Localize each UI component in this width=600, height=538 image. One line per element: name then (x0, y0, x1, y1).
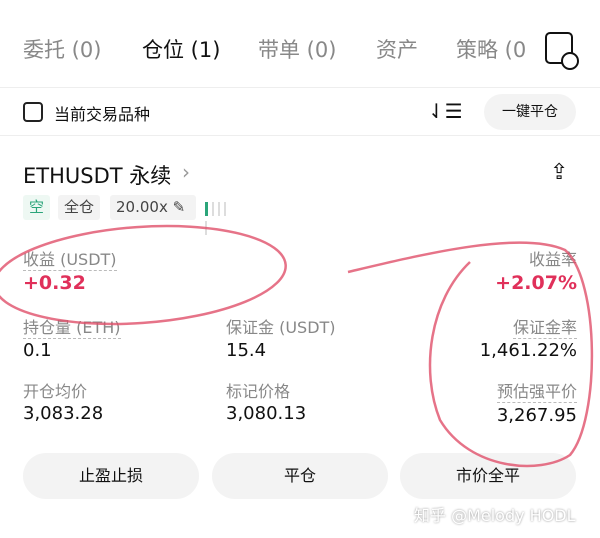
sort-icon[interactable]: ⇃☰ (428, 99, 463, 123)
margin-mode-badge: 全仓 (58, 195, 101, 220)
margin-label: 保证金 (USDT) (226, 318, 336, 337)
leverage-value: 20.00x (116, 198, 168, 216)
pnl-label: 收益 (USDT) (23, 246, 117, 271)
annotation-circle-pnl (0, 224, 287, 326)
history-clock-icon[interactable] (545, 32, 579, 70)
tab-orders[interactable]: 委托 (0) (23, 38, 102, 62)
tab-assets[interactable]: 资产 (376, 38, 418, 62)
tab-copy-trading[interactable]: 带单 (0) (258, 38, 337, 62)
entry-price-value: 3,083.28 (23, 403, 104, 424)
chevron-right-icon[interactable]: › (182, 160, 190, 184)
edit-icon: ✎ (172, 198, 186, 216)
pnl-value: +0.32 (23, 272, 86, 294)
share-icon[interactable]: ⇪ (550, 160, 569, 185)
entry-price-label: 开仓均价 (23, 382, 88, 401)
margin-ratio-value: 1,461.22% (479, 340, 577, 361)
leverage-badge[interactable]: 20.00x ✎ (110, 195, 196, 220)
tab-bar: 委托 (0) 仓位 (1) 带单 (0) 资产 策略 (0) (0, 0, 600, 88)
close-position-button[interactable]: 平仓 (212, 453, 388, 499)
mark-price-value: 3,080.13 (226, 403, 307, 424)
roe-value: +2.07% (495, 272, 577, 294)
margin-ratio-label: 保证金率 (512, 314, 577, 339)
tab-strategies[interactable]: 策略 (0) (456, 38, 528, 62)
tab-positions[interactable]: 仓位 (1) (142, 38, 221, 62)
watermark: 知乎 @Melody HODL (414, 506, 576, 525)
roe-label: 收益率 (528, 250, 577, 269)
close-all-button[interactable]: 一键平仓 (484, 94, 576, 130)
side-badge: 空 (23, 195, 51, 220)
size-value: 0.1 (23, 340, 52, 361)
annotation-circle-right (347, 241, 594, 468)
current-symbol-checkbox[interactable] (23, 102, 43, 122)
mark-price-label: 标记价格 (226, 382, 291, 401)
filter-bar: 当前交易品种 ⇃☰ 一键平仓 (0, 88, 600, 136)
market-close-button[interactable]: 市价全平 (400, 453, 576, 499)
current-symbol-label: 当前交易品种 (54, 105, 151, 124)
symbol-title[interactable]: ETHUSDT 永续 (23, 164, 172, 188)
liq-price-value: 3,267.95 (496, 405, 577, 426)
liq-price-label: 预估强平价 (496, 378, 577, 403)
margin-value: 15.4 (226, 340, 267, 361)
tpsl-button[interactable]: 止盈止损 (23, 453, 199, 499)
